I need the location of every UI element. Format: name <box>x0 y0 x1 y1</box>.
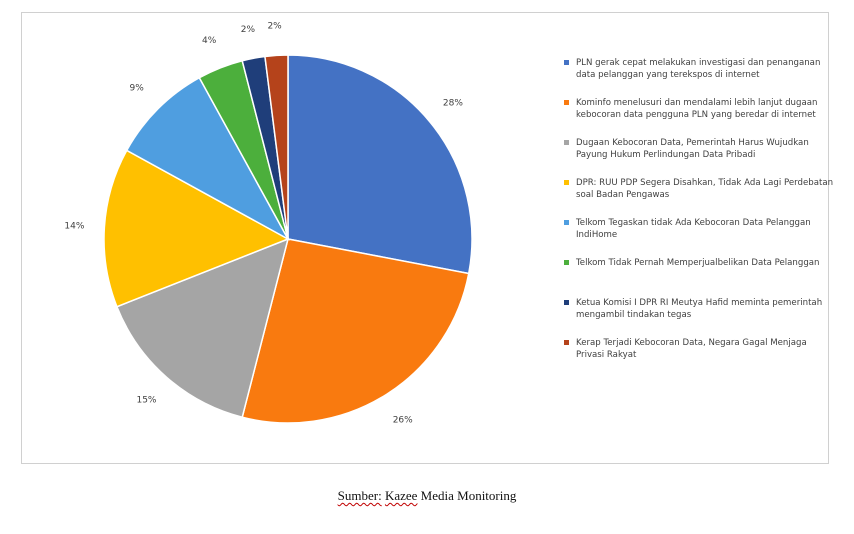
legend-swatch-7 <box>564 300 569 305</box>
caption-rest: Media Monitoring <box>417 488 517 503</box>
caption-brand: Kazee <box>384 488 418 503</box>
pie-slice-2 <box>241 238 470 424</box>
pie-slice-label-8: 2% <box>267 21 282 31</box>
legend-swatch-1 <box>564 60 569 65</box>
legend-item-1: PLN gerak cepat melakukan investigasi da… <box>564 57 834 81</box>
pie-slice-label-6: 4% <box>202 36 217 46</box>
legend-label-4: DPR: RUU PDP Segera Disahkan, Tidak Ada … <box>576 178 834 200</box>
legend-swatch-3 <box>564 140 569 145</box>
source-caption: Sumber: Kazee Media Monitoring <box>0 488 854 504</box>
legend-item-8: Kerap Terjadi Kebocoran Data, Negara Gag… <box>564 337 834 361</box>
legend-label-6: Telkom Tidak Pernah Memperjualbelikan Da… <box>576 258 820 268</box>
chart-legend: PLN gerak cepat melakukan investigasi da… <box>564 57 834 377</box>
legend-item-7: Ketua Komisi I DPR RI Meutya Hafid memin… <box>564 297 834 321</box>
pie-slice-label-7: 2% <box>241 25 256 35</box>
pie-slice-label-5: 9% <box>130 84 145 94</box>
legend-item-6: Telkom Tidak Pernah Memperjualbelikan Da… <box>564 257 834 281</box>
pie-slice-label-1: 28% <box>443 99 463 109</box>
legend-item-2: Kominfo menelusuri dan mendalami lebih l… <box>564 97 834 121</box>
legend-label-7: Ketua Komisi I DPR RI Meutya Hafid memin… <box>576 298 823 320</box>
pie-slice-3 <box>115 237 290 419</box>
legend-swatch-5 <box>564 220 569 225</box>
caption-prefix: Sumber: <box>337 488 382 503</box>
legend-label-5: Telkom Tegaskan tidak Ada Kebocoran Data… <box>576 218 811 240</box>
legend-label-3: Dugaan Kebocoran Data, Pemerintah Harus … <box>576 138 809 160</box>
legend-item-3: Dugaan Kebocoran Data, Pemerintah Harus … <box>564 137 834 161</box>
pie-slice-label-2: 26% <box>393 416 413 426</box>
legend-label-8: Kerap Terjadi Kebocoran Data, Negara Gag… <box>576 338 807 360</box>
legend-label-2: Kominfo menelusuri dan mendalami lebih l… <box>576 98 818 120</box>
pie-slice-label-4: 14% <box>64 222 84 232</box>
pie-slice-5 <box>125 76 290 241</box>
legend-swatch-4 <box>564 180 569 185</box>
pie-slice-8 <box>264 54 289 240</box>
pie-chart: 28% 26% 15% 14% 9% 4% 2% 2% <box>64 21 473 426</box>
legend-item-5: Telkom Tegaskan tidak Ada Kebocoran Data… <box>564 217 834 241</box>
pie-slice-4 <box>103 149 290 308</box>
pie-slice-label-3: 15% <box>136 396 156 406</box>
pie-slice-1 <box>287 54 473 275</box>
legend-swatch-2 <box>564 100 569 105</box>
chart-frame: 28% 26% 15% 14% 9% 4% 2% 2% PLN gerak cepat mel… <box>21 12 833 464</box>
legend-item-4: DPR: RUU PDP Segera Disahkan, Tidak Ada … <box>564 177 834 201</box>
legend-swatch-6 <box>564 260 569 265</box>
legend-label-1: PLN gerak cepat melakukan investigasi da… <box>576 58 821 80</box>
legend-swatch-8 <box>564 340 569 345</box>
